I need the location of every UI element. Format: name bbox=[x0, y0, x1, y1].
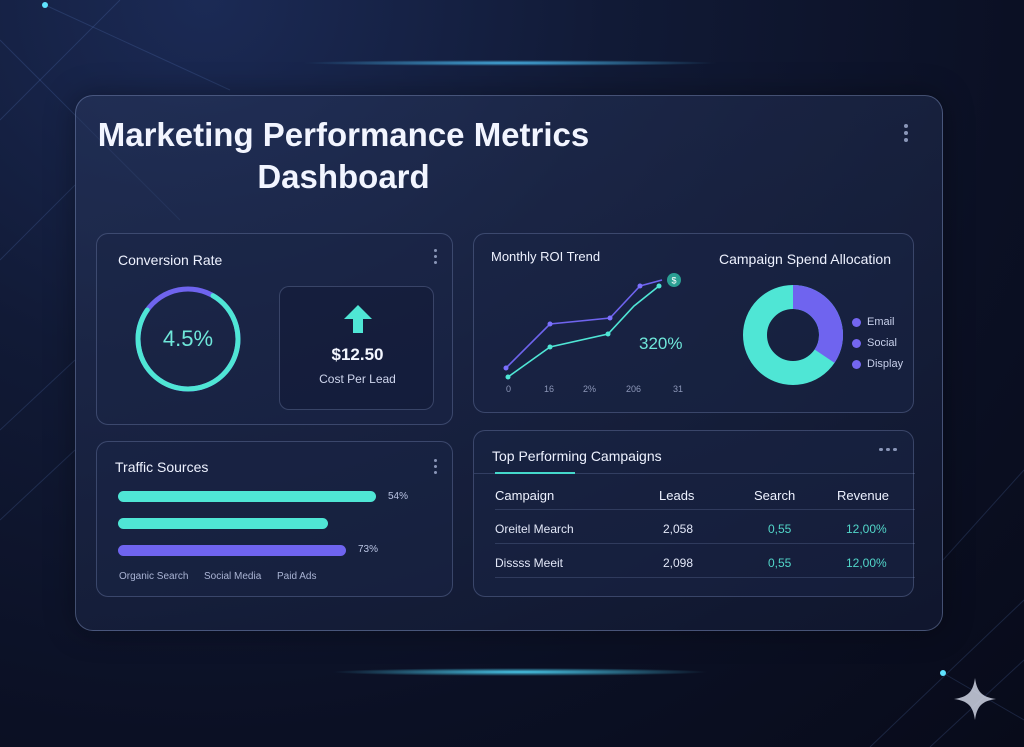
more-horizontal-icon[interactable] bbox=[879, 448, 897, 451]
title-divider bbox=[474, 473, 915, 474]
dashboard-panel: Marketing Performance Metrics Dashboard … bbox=[75, 95, 943, 631]
roi-x-tick: 0 bbox=[506, 384, 512, 394]
table-row[interactable]: Oreitel Mearch 2,058 0,55 12,00% bbox=[495, 513, 897, 546]
cell-leads: 2,098 bbox=[663, 556, 694, 570]
conversion-rate-title: Conversion Rate bbox=[118, 252, 223, 268]
legend-display: Display bbox=[852, 358, 903, 370]
roi-value: 320% bbox=[639, 334, 683, 353]
roi-x-tick: 16 bbox=[544, 384, 555, 394]
row-divider bbox=[495, 577, 915, 578]
top-campaigns-card: Top Performing Campaigns Campaign Leads … bbox=[473, 430, 915, 597]
roi-x-tick: 31 bbox=[673, 384, 684, 394]
cost-per-lead-value: $12.50 bbox=[331, 345, 384, 364]
cost-per-lead-label: Cost Per Lead bbox=[319, 372, 396, 386]
row-divider bbox=[495, 543, 915, 544]
traffic-category-label: Organic Search bbox=[119, 571, 189, 582]
traffic-sources-card: Traffic Sources 54% 73% Organic Search S… bbox=[96, 441, 453, 597]
title-accent-underline bbox=[495, 472, 575, 474]
roi-x-tick: 2% bbox=[583, 384, 597, 394]
roi-point bbox=[505, 374, 511, 380]
roi-point bbox=[547, 344, 553, 350]
cell-revenue: 12,00% bbox=[846, 522, 887, 536]
roi-trend-title: Monthly ROI Trend bbox=[491, 249, 601, 264]
roi-point bbox=[503, 365, 509, 371]
column-header-leads[interactable]: Leads bbox=[659, 488, 695, 503]
bottom-glow bbox=[330, 668, 710, 676]
cell-search: 0,55 bbox=[768, 556, 792, 570]
spend-donut-chart bbox=[743, 285, 843, 385]
conversion-rate-card: Conversion Rate 4.5% $12.50 Cost Per Lea… bbox=[96, 233, 453, 425]
column-header-search[interactable]: Search bbox=[754, 488, 796, 503]
traffic-menu-icon[interactable] bbox=[432, 459, 438, 474]
social-dot-icon bbox=[852, 338, 861, 348]
table-header-row: Campaign Leads Search Revenue bbox=[495, 479, 897, 512]
more-options-icon[interactable] bbox=[903, 124, 909, 142]
arrow-up-icon bbox=[344, 305, 372, 333]
dollar-badge-text: $ bbox=[671, 276, 676, 286]
table-row[interactable]: Dissss Meeit 2,098 0,55 12,00% bbox=[495, 547, 897, 580]
traffic-category-label: Social Media bbox=[204, 571, 262, 582]
legend-email: Email bbox=[852, 316, 895, 328]
column-header-revenue[interactable]: Revenue bbox=[837, 488, 890, 503]
traffic-bar-paid bbox=[118, 545, 346, 556]
traffic-sources-title: Traffic Sources bbox=[115, 459, 209, 475]
roi-point bbox=[607, 315, 613, 321]
row-divider bbox=[495, 509, 915, 510]
cell-leads: 2,058 bbox=[663, 522, 694, 536]
legend-social: Social bbox=[852, 337, 897, 349]
display-dot-icon bbox=[852, 359, 861, 369]
roi-point bbox=[547, 321, 553, 327]
top-glow bbox=[300, 60, 720, 66]
cell-campaign: Oreitel Mearch bbox=[495, 522, 574, 536]
roi-spend-card: Monthly ROI Trend $ 320% 0 16 2% 206 31 … bbox=[473, 233, 914, 413]
traffic-bar-organic bbox=[118, 491, 376, 502]
traffic-bar-social bbox=[118, 518, 328, 529]
spend-allocation-title: Campaign Spend Allocation bbox=[719, 251, 892, 267]
column-header-campaign[interactable]: Campaign bbox=[495, 488, 555, 503]
conversion-rate-value: 4.5% bbox=[162, 326, 214, 351]
email-dot-icon bbox=[852, 317, 861, 327]
cell-campaign: Dissss Meeit bbox=[495, 556, 564, 570]
conversion-ring bbox=[135, 286, 241, 392]
cost-per-lead-tile: $12.50 Cost Per Lead bbox=[279, 286, 434, 410]
roi-point bbox=[656, 283, 662, 289]
traffic-bar-value: 54% bbox=[388, 491, 409, 502]
roi-point bbox=[605, 331, 611, 337]
roi-point bbox=[637, 283, 643, 289]
traffic-category-label: Paid Ads bbox=[277, 571, 317, 582]
cell-search: 0,55 bbox=[768, 522, 792, 536]
page-title: Marketing Performance Metrics Dashboard bbox=[97, 116, 590, 195]
traffic-bar-value: 73% bbox=[358, 544, 379, 555]
cell-revenue: 12,00% bbox=[846, 556, 887, 570]
dollar-badge-icon bbox=[667, 273, 681, 287]
sparkle-icon bbox=[954, 678, 996, 720]
roi-trend-chart: $ bbox=[503, 273, 681, 380]
roi-x-tick: 206 bbox=[626, 384, 642, 394]
top-campaigns-title: Top Performing Campaigns bbox=[492, 448, 662, 464]
conversion-menu-icon[interactable] bbox=[432, 249, 438, 264]
